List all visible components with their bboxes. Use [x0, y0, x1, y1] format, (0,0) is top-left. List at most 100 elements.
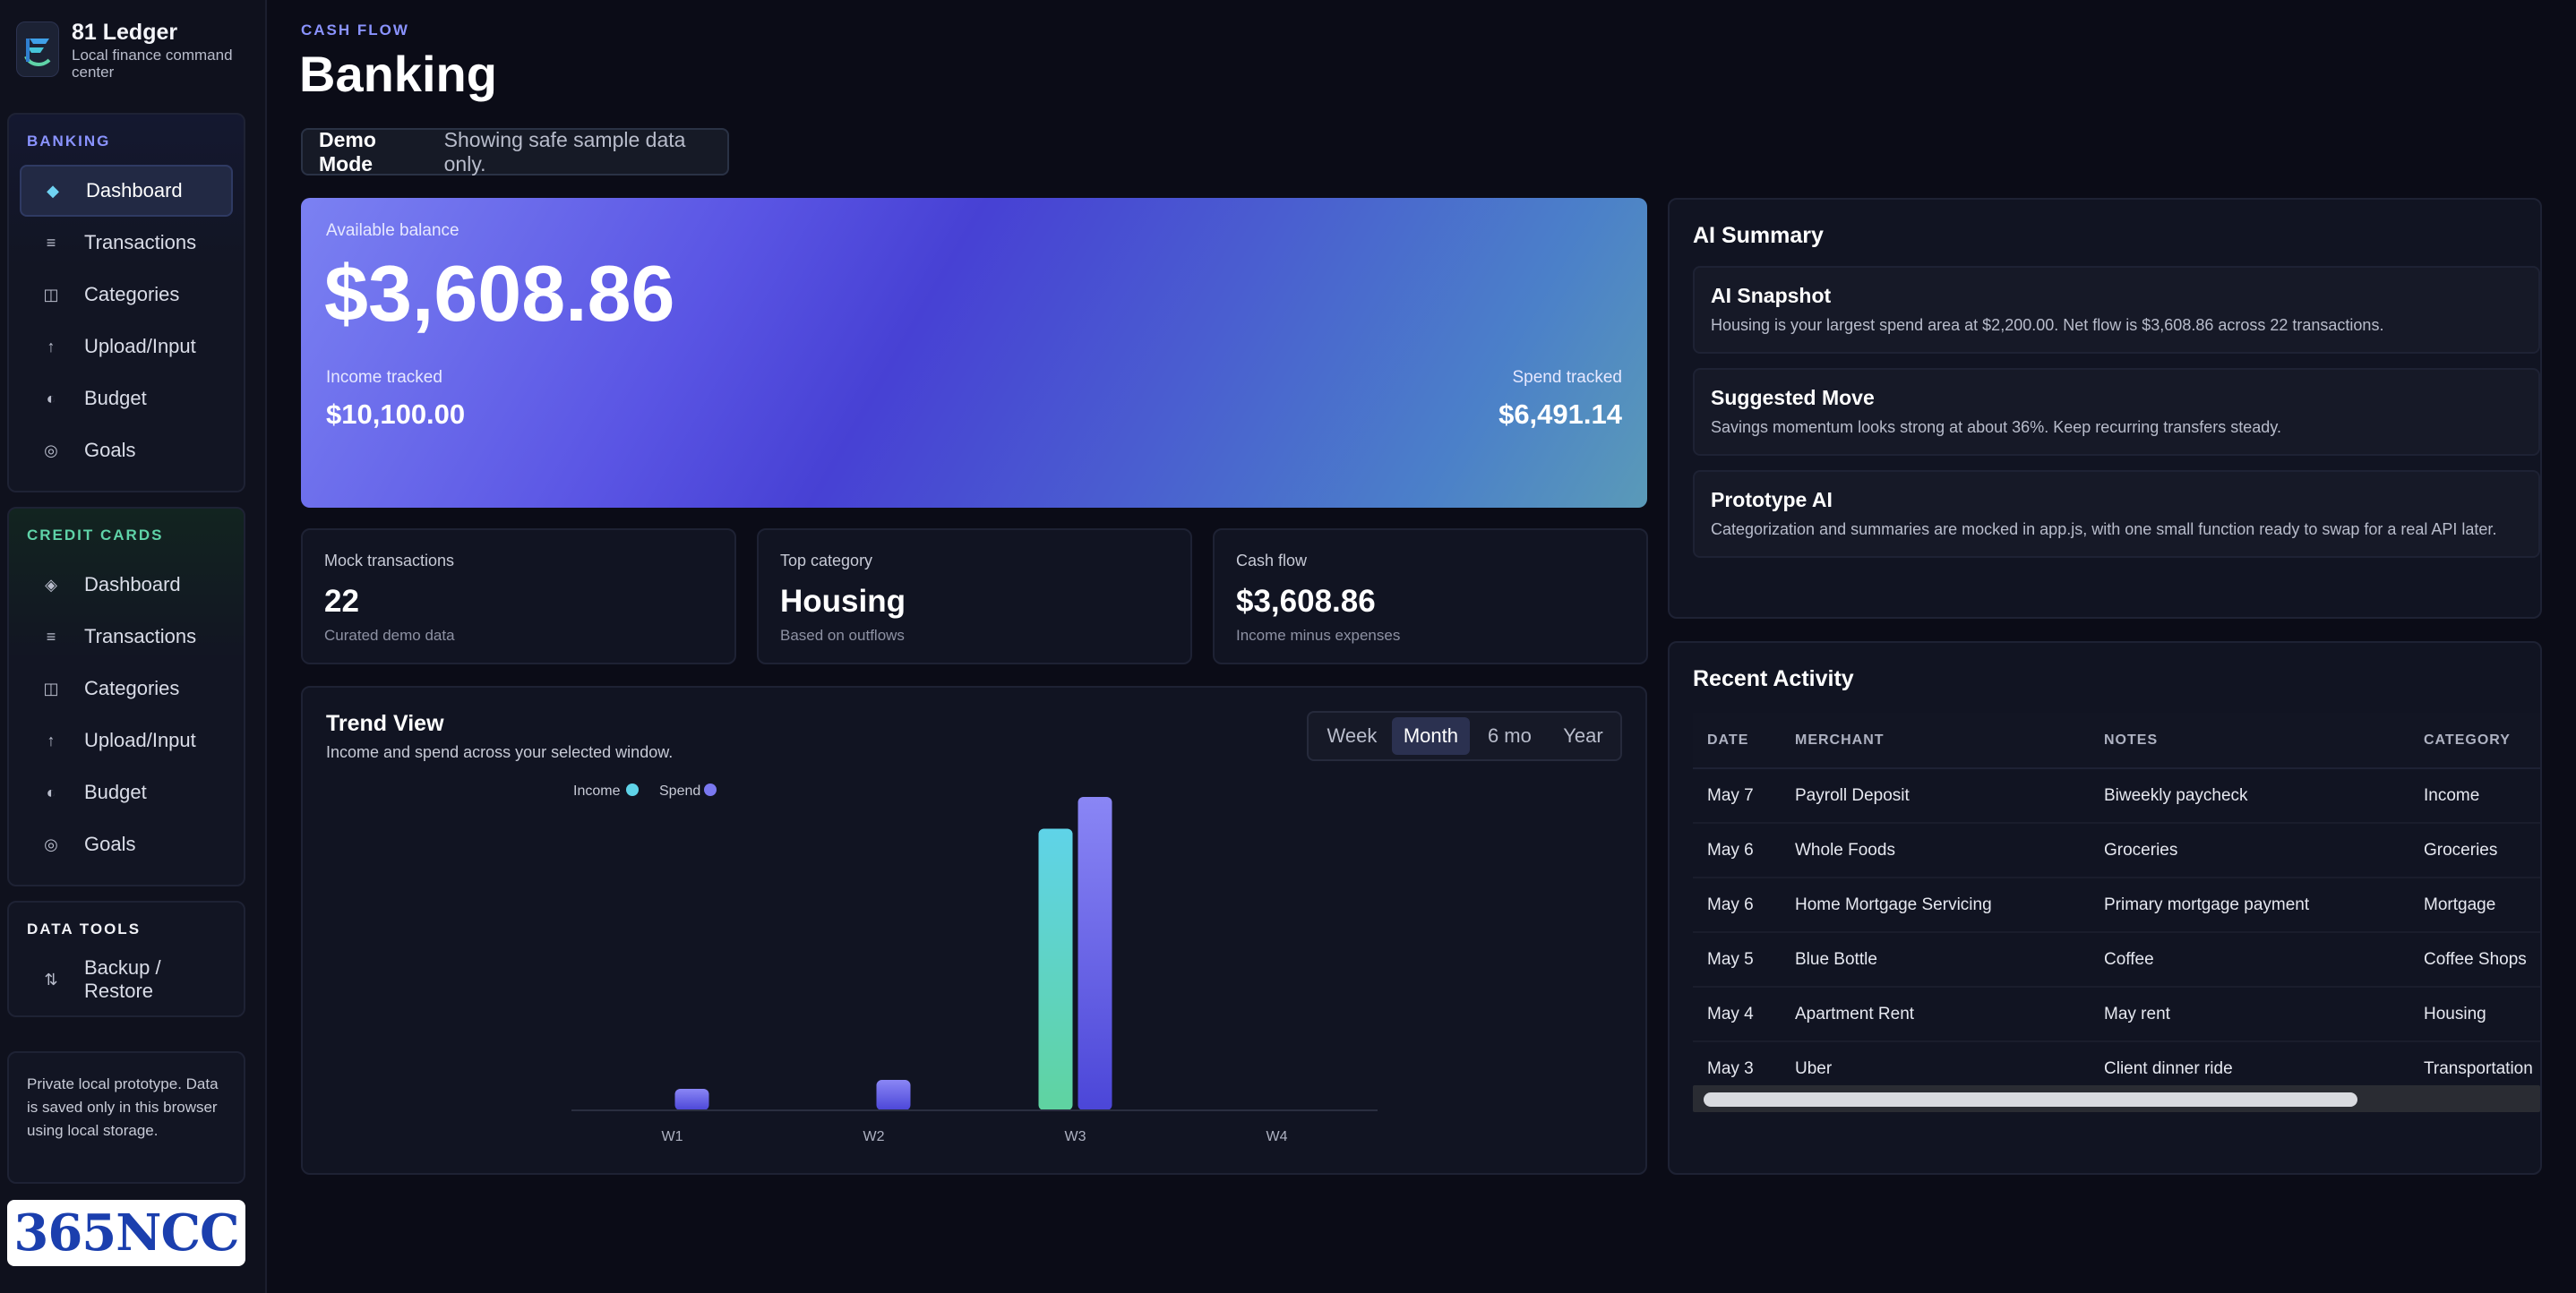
sidebar-item-credit-upload[interactable]: ↑ Upload/Input — [20, 715, 233, 766]
balance-label: Available balance — [326, 221, 459, 240]
activity-table-scroll[interactable]: DATE MERCHANT NOTES CATEGORY May 7 Payro… — [1693, 713, 2540, 1125]
sidebar-item-credit-transactions[interactable]: ≡ Transactions — [20, 611, 233, 663]
cell-date: May 6 — [1693, 878, 1795, 933]
table-header-row: DATE MERCHANT NOTES CATEGORY — [1693, 713, 2540, 769]
page-title: Banking — [299, 46, 497, 102]
nav-group-data-tools: DATA TOOLS ⇅ Backup / Restore — [7, 901, 245, 1017]
table-row[interactable]: May 5 Blue Bottle Coffee Coffee Shops — [1693, 932, 2540, 988]
cell-notes: Primary mortgage payment — [2104, 878, 2424, 933]
ai-summary-card: AI Summary AI Snapshot Housing is your l… — [1668, 198, 2542, 619]
stat-label: Cash flow — [1236, 552, 1308, 569]
demo-mode-badge: Demo Mode Showing safe sample data only. — [301, 128, 729, 176]
stat-card-top-category: Top category Housing Based on outflows — [757, 528, 1192, 664]
sidebar-item-banking-dashboard[interactable]: ◆ Dashboard — [20, 165, 233, 217]
cell-merchant: Apartment Rent — [1795, 987, 2104, 1042]
sidebar-item-label: Upload/Input — [84, 729, 196, 751]
cell-date: May 7 — [1693, 768, 1795, 824]
bar-spend-w2[interactable] — [876, 1080, 911, 1110]
cell-date: May 4 — [1693, 987, 1795, 1042]
sidebar-item-credit-dashboard[interactable]: ◈ Dashboard — [20, 559, 233, 611]
horizontal-scrollbar[interactable] — [1693, 1085, 2540, 1112]
sidebar-item-banking-goals[interactable]: ◎ Goals — [20, 424, 233, 476]
legend-swatch-income — [626, 784, 639, 796]
half-circle-icon: ◐ — [46, 783, 56, 801]
cell-notes: Coffee — [2104, 932, 2424, 988]
cell-merchant: Blue Bottle — [1795, 932, 2104, 988]
sidebar-item-banking-budget[interactable]: ◐ Budget — [20, 372, 233, 424]
legend-swatch-spend — [704, 784, 717, 796]
demo-mode-label: Demo Mode — [319, 127, 376, 176]
table-row[interactable]: May 7 Payroll Deposit Biweekly paycheck … — [1693, 768, 2540, 824]
sidebar-item-backup-restore[interactable]: ⇅ Backup / Restore — [20, 947, 233, 1012]
sidebar-item-label: Upload/Input — [84, 335, 196, 357]
sidebar-item-banking-transactions[interactable]: ≡ Transactions — [20, 217, 233, 269]
sidebar-item-label: Categories — [84, 283, 180, 305]
stat-label: Mock transactions — [324, 552, 455, 569]
cell-merchant: Payroll Deposit — [1795, 768, 2104, 824]
half-circle-icon: ◐ — [46, 389, 56, 407]
sidebar-item-credit-categories[interactable]: ◫ Categories — [20, 663, 233, 715]
ai-snapshot-item: AI Snapshot Housing is your largest spen… — [1693, 266, 2540, 354]
stat-value: 22 — [324, 584, 359, 619]
sidebar-item-label: Goals — [84, 833, 136, 855]
bar-spend-w1[interactable] — [674, 1089, 709, 1110]
spend-tracked-value: $6,491.14 — [1498, 398, 1622, 430]
sidebar: 81 Ledger Local finance command center B… — [0, 0, 267, 1293]
stat-card-cash-flow: Cash flow $3,608.86 Income minus expense… — [1213, 528, 1648, 664]
sidebar-item-banking-categories[interactable]: ◫ Categories — [20, 269, 233, 321]
sidebar-item-label: Budget — [84, 781, 147, 803]
nav-group-credit-cards: CREDIT CARDS ◈ Dashboard ≡ Transactions … — [7, 507, 245, 886]
range-6mo-button[interactable]: 6 mo — [1487, 724, 1532, 747]
sidebar-item-label: Dashboard — [84, 573, 181, 595]
table-row[interactable]: May 6 Home Mortgage Servicing Primary mo… — [1693, 878, 2540, 933]
legend-label-income: Income — [573, 784, 621, 799]
privacy-note: Private local prototype. Data is saved o… — [7, 1051, 245, 1184]
scrollbar-thumb[interactable] — [1704, 1092, 2357, 1107]
stat-label: Top category — [780, 552, 873, 569]
nav-heading-banking: BANKING — [27, 133, 111, 150]
table-row[interactable]: May 4 Apartment Rent May rent Housing — [1693, 987, 2540, 1042]
nav-heading-credit-cards: CREDIT CARDS — [27, 527, 164, 544]
sidebar-item-label: Goals — [84, 439, 136, 461]
column-header-date: DATE — [1693, 713, 1795, 769]
sidebar-item-label: Categories — [84, 677, 180, 699]
cell-category: Coffee Shops — [2424, 932, 2540, 988]
cell-category: Groceries — [2424, 823, 2540, 878]
range-week-button[interactable]: Week — [1327, 724, 1378, 747]
list-icon: ≡ — [46, 233, 56, 252]
upload-arrow-icon: ↑ — [47, 337, 56, 355]
stat-subtext: Income minus expenses — [1236, 627, 1401, 644]
sidebar-item-credit-budget[interactable]: ◐ Budget — [20, 766, 233, 818]
cell-merchant: Whole Foods — [1795, 823, 2104, 878]
table-row[interactable]: May 6 Whole Foods Groceries Groceries — [1693, 823, 2540, 878]
ai-prototype-item: Prototype AI Categorization and summarie… — [1693, 470, 2540, 558]
cell-date: May 6 — [1693, 823, 1795, 878]
cell-date: May 5 — [1693, 932, 1795, 988]
ai-item-text: Savings momentum looks strong at about 3… — [1711, 418, 2281, 436]
ai-item-text: Housing is your largest spend area at $2… — [1711, 316, 2384, 334]
ai-item-heading: AI Snapshot — [1711, 284, 1832, 307]
sidebar-item-label: Transactions — [84, 231, 197, 253]
trend-chart: Income Spend W1 W2 W3 W4 — [571, 784, 1378, 1144]
upload-arrow-icon: ↑ — [47, 731, 56, 749]
activity-table: DATE MERCHANT NOTES CATEGORY May 7 Payro… — [1693, 713, 2540, 1097]
diamond-icon: ◈ — [45, 575, 57, 594]
trend-title: Trend View — [326, 711, 444, 736]
brand[interactable]: 81 Ledger Local finance command center — [16, 18, 258, 81]
income-tracked-label: Income tracked — [326, 368, 442, 387]
cell-category: Mortgage — [2424, 878, 2540, 933]
range-month-button[interactable]: Month — [1391, 717, 1470, 755]
column-header-notes: NOTES — [2104, 713, 2424, 769]
sidebar-item-label: Budget — [84, 387, 147, 409]
range-year-button[interactable]: Year — [1563, 724, 1603, 747]
column-header-merchant: MERCHANT — [1795, 713, 2104, 769]
page-eyebrow: CASH FLOW — [301, 21, 409, 39]
nav-heading-data-tools: DATA TOOLS — [27, 921, 142, 938]
ai-item-heading: Prototype AI — [1711, 488, 1833, 511]
bar-income-w3[interactable] — [1038, 828, 1073, 1110]
bar-spend-w3[interactable] — [1078, 797, 1112, 1110]
sidebar-item-banking-upload[interactable]: ↑ Upload/Input — [20, 321, 233, 372]
ai-item-heading: Suggested Move — [1711, 386, 1875, 409]
cell-category: Housing — [2424, 987, 2540, 1042]
sidebar-item-credit-goals[interactable]: ◎ Goals — [20, 818, 233, 870]
